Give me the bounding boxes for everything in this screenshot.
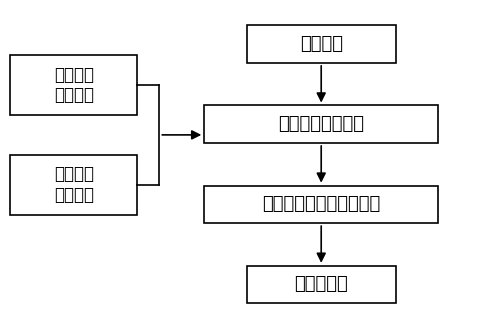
Bar <box>204 185 438 223</box>
Text: 畸变校正
系数文件: 畸变校正 系数文件 <box>54 66 94 104</box>
Bar <box>204 105 438 143</box>
Text: 畸变图像: 畸变图像 <box>300 35 343 53</box>
Text: 校正后图像: 校正后图像 <box>294 275 348 294</box>
Bar <box>247 266 396 303</box>
Text: 校正后图像像素信息计算: 校正后图像像素信息计算 <box>262 195 380 214</box>
Text: 畸变校正
表格文件: 畸变校正 表格文件 <box>54 165 94 204</box>
Text: 标准图像坐标映射: 标准图像坐标映射 <box>278 115 364 133</box>
Bar <box>10 154 137 215</box>
Bar <box>10 55 137 115</box>
Bar <box>247 25 396 63</box>
